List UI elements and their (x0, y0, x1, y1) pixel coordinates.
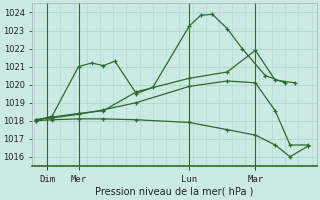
X-axis label: Pression niveau de la mer( hPa ): Pression niveau de la mer( hPa ) (95, 187, 253, 197)
